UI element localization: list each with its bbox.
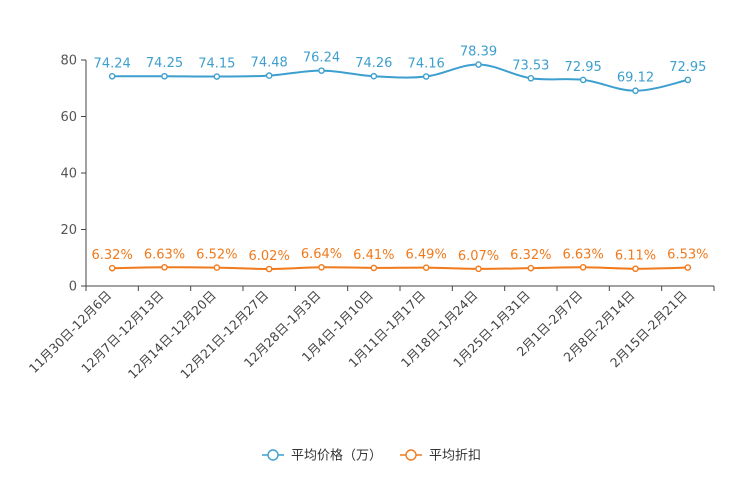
data-label: 74.25 bbox=[146, 56, 183, 71]
data-label: 69.12 bbox=[617, 71, 654, 86]
data-point[interactable] bbox=[265, 72, 273, 79]
data-point[interactable] bbox=[684, 76, 692, 84]
y-tick-label: 60 bbox=[60, 110, 77, 125]
data-label: 6.02% bbox=[249, 249, 290, 264]
series-layer: 74.24 74.25 74.15 74.48 76.24 74.26 74.16 78.39… bbox=[92, 45, 708, 273]
axes: 02040608011月30日-12月6日12月7日-12月13日12月14日-… bbox=[26, 54, 715, 382]
data-point[interactable] bbox=[318, 67, 325, 74]
data-label: 72.95 bbox=[565, 60, 602, 75]
data-label: 6.63% bbox=[144, 247, 185, 262]
data-point[interactable] bbox=[475, 61, 482, 68]
data-label: 6.63% bbox=[563, 247, 604, 262]
data-label: 74.16 bbox=[408, 56, 445, 71]
data-point[interactable] bbox=[684, 264, 692, 271]
data-point[interactable] bbox=[370, 72, 378, 80]
x-tick-label: 12月14日-12月20日 bbox=[125, 288, 219, 382]
data-label: 76.24 bbox=[303, 51, 340, 66]
series-1: 74.24 74.25 74.15 74.48 76.24 74.26 74.16 78.39… bbox=[94, 45, 706, 95]
data-point[interactable] bbox=[579, 263, 587, 271]
y-tick-label: 80 bbox=[60, 54, 77, 69]
data-label: 74.26 bbox=[355, 56, 392, 71]
series-line bbox=[112, 266, 688, 270]
data-point[interactable] bbox=[213, 264, 221, 271]
data-point[interactable] bbox=[265, 265, 273, 273]
data-point[interactable] bbox=[527, 74, 535, 82]
legend-item-2[interactable]: 平均折扣 bbox=[400, 449, 481, 464]
data-point[interactable] bbox=[422, 73, 430, 80]
data-point[interactable] bbox=[161, 263, 168, 271]
data-label: 6.41% bbox=[353, 248, 394, 263]
data-label: 6.32% bbox=[92, 248, 133, 263]
data-label: 6.53% bbox=[667, 248, 708, 263]
data-point[interactable] bbox=[370, 264, 378, 272]
y-tick-label: 20 bbox=[60, 223, 77, 238]
y-tick-label: 0 bbox=[69, 280, 77, 295]
data-label: 6.07% bbox=[458, 249, 499, 264]
data-point[interactable] bbox=[632, 265, 639, 273]
data-point[interactable] bbox=[213, 73, 221, 80]
data-label: 73.53 bbox=[512, 58, 549, 73]
data-point[interactable] bbox=[161, 72, 168, 80]
data-label: 6.49% bbox=[406, 248, 447, 263]
legend[interactable]: 平均价格（万） 平均折扣 bbox=[262, 448, 481, 464]
data-label: 78.39 bbox=[460, 45, 497, 60]
data-point[interactable] bbox=[579, 76, 587, 84]
data-point[interactable] bbox=[108, 72, 116, 80]
legend-label: 平均折扣 bbox=[429, 449, 481, 464]
data-point[interactable] bbox=[632, 87, 639, 95]
data-label: 6.32% bbox=[510, 248, 551, 263]
data-point[interactable] bbox=[318, 263, 325, 271]
data-point[interactable] bbox=[108, 264, 116, 272]
data-point[interactable] bbox=[475, 265, 482, 273]
legend-marker-icon bbox=[267, 449, 279, 461]
data-point[interactable] bbox=[422, 264, 430, 271]
legend-label: 平均价格（万） bbox=[291, 448, 382, 464]
data-label: 72.95 bbox=[669, 60, 706, 75]
data-label: 6.52% bbox=[196, 248, 237, 263]
series-2: 6.32% 6.63% 6.52% 6.02% 6.64% 6.41% 6.49% 6.07%… bbox=[92, 247, 708, 273]
legend-item-1[interactable]: 平均价格（万） bbox=[262, 448, 382, 464]
y-tick-label: 40 bbox=[60, 167, 77, 182]
data-label: 6.11% bbox=[615, 249, 656, 264]
x-tick-label: 12月21日-12月27日 bbox=[177, 288, 271, 382]
series-line bbox=[112, 63, 689, 92]
legend-marker-icon bbox=[405, 449, 417, 461]
data-point[interactable] bbox=[527, 264, 535, 272]
data-label: 74.48 bbox=[251, 56, 288, 71]
data-label: 74.15 bbox=[198, 57, 235, 72]
data-label: 6.64% bbox=[301, 247, 342, 262]
data-label: 74.24 bbox=[94, 56, 131, 71]
